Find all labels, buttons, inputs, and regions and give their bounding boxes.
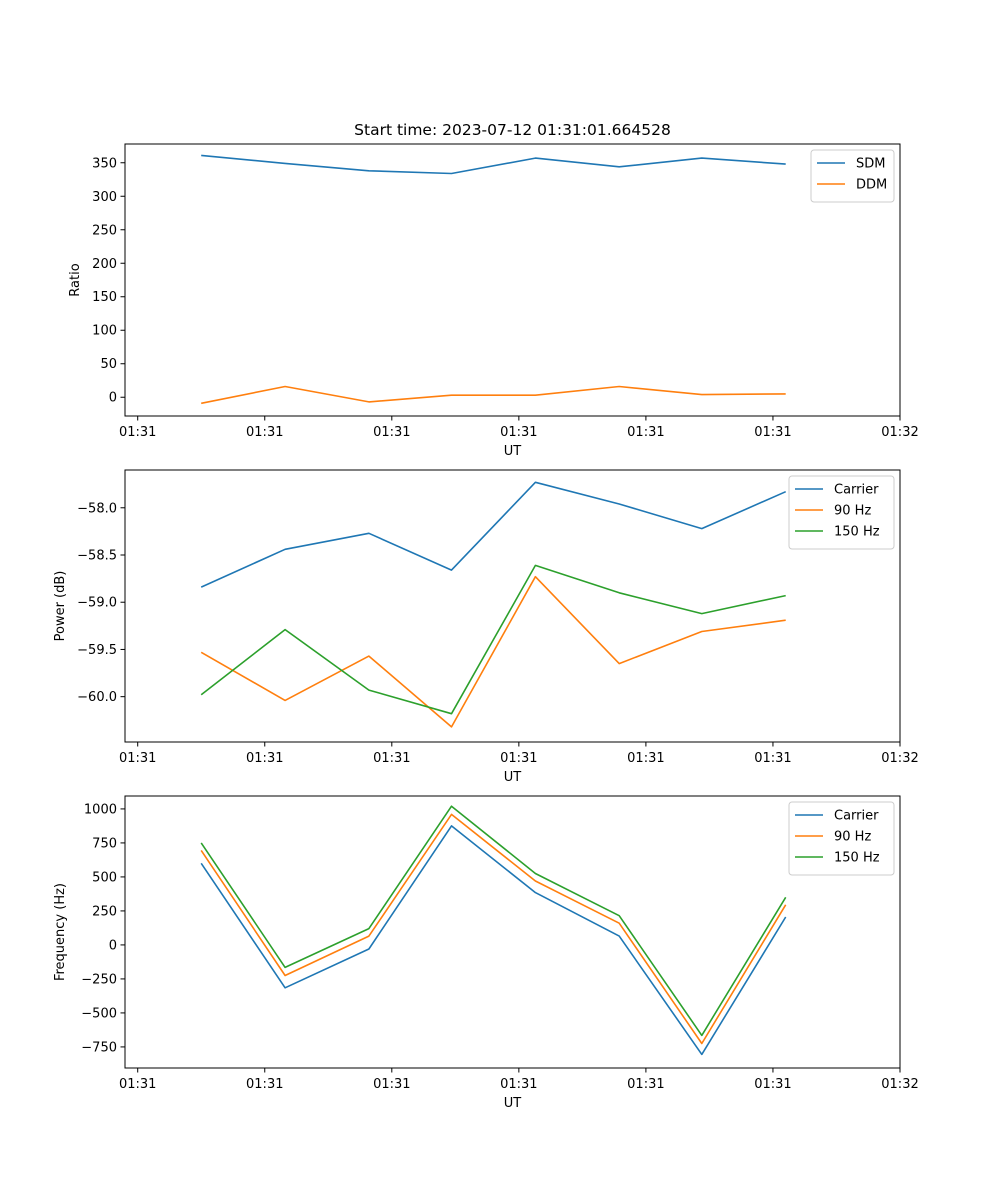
x-tick-label: 01:31 bbox=[246, 1077, 283, 1092]
axes-frame bbox=[124, 469, 901, 743]
y-tick-label: 250 bbox=[92, 223, 117, 238]
x-axis-label: UT bbox=[504, 770, 522, 785]
y-tick-label: −58.5 bbox=[77, 549, 117, 564]
x-tick-label: 01:31 bbox=[119, 751, 156, 766]
legend-label-90-hz: 90 Hz bbox=[834, 830, 871, 845]
y-tick-label: −59.0 bbox=[77, 596, 117, 611]
x-tick-label: 01:32 bbox=[881, 425, 918, 440]
x-tick-label: 01:31 bbox=[246, 751, 283, 766]
x-tick-label: 01:31 bbox=[119, 425, 156, 440]
x-tick-label: 01:31 bbox=[373, 1077, 410, 1092]
series-line-90-hz bbox=[200, 575, 786, 728]
y-tick-label: 750 bbox=[92, 836, 117, 851]
series-line-150-hz bbox=[200, 805, 787, 1037]
y-tick-label: 1000 bbox=[84, 802, 117, 817]
x-tick-label: 01:31 bbox=[500, 1077, 537, 1092]
axes-frame bbox=[124, 143, 901, 417]
series-line-ddm bbox=[201, 385, 786, 405]
x-tick-label: 01:31 bbox=[500, 751, 537, 766]
y-tick-label: −250 bbox=[81, 972, 117, 987]
legend: SDM DDM bbox=[810, 149, 895, 203]
power-panel: 01:31 01:31 01:31 01:31 01:31 01:31 01:32 −60.0… bbox=[53, 469, 919, 785]
x-tick-label: 01:31 bbox=[500, 425, 537, 440]
y-tick-label: 100 bbox=[92, 324, 117, 339]
x-tick-label: 01:31 bbox=[246, 425, 283, 440]
chart-title: Start time: 2023-07-12 01:31:01.664528 bbox=[354, 121, 671, 139]
x-tick-label: 01:31 bbox=[373, 751, 410, 766]
y-tick-label: −58.0 bbox=[77, 501, 117, 516]
series-line-90-hz bbox=[200, 813, 787, 1045]
y-tick-label: 250 bbox=[92, 904, 117, 919]
y-tick-label: 150 bbox=[92, 290, 117, 305]
axes-frame bbox=[124, 795, 901, 1069]
x-tick-label: 01:31 bbox=[119, 1077, 156, 1092]
ratio-panel: 01:31 01:31 01:31 01:31 01:31 01:31 01:32 0 50 10… bbox=[68, 143, 919, 459]
legend-label-sdm: SDM bbox=[856, 157, 885, 172]
y-tick-label: 500 bbox=[92, 870, 117, 885]
series-line-sdm bbox=[201, 154, 786, 175]
legend-label-carrier: Carrier bbox=[834, 483, 879, 498]
legend: Carrier 90 Hz 150 Hz bbox=[788, 801, 895, 876]
y-tick-label: 0 bbox=[109, 391, 117, 406]
y-tick-label: −750 bbox=[81, 1040, 117, 1055]
series-line-carrier bbox=[200, 481, 787, 588]
x-tick-label: 01:31 bbox=[754, 751, 791, 766]
frequency-panel: 01:31 01:31 01:31 01:31 01:31 01:31 01:32 −750 −… bbox=[53, 795, 919, 1111]
legend-label-150-hz: 150 Hz bbox=[834, 525, 880, 540]
x-axis-label: UT bbox=[504, 1096, 522, 1111]
y-tick-label: −60.0 bbox=[77, 690, 117, 705]
x-axis-label: UT bbox=[504, 444, 522, 459]
x-tick-label: 01:31 bbox=[373, 425, 410, 440]
y-axis-label: Ratio bbox=[68, 263, 83, 296]
y-axis-label: Power (dB) bbox=[53, 571, 68, 642]
y-tick-label: 200 bbox=[92, 257, 117, 272]
y-tick-label: 350 bbox=[92, 156, 117, 171]
legend-label-150-hz: 150 Hz bbox=[834, 851, 880, 866]
x-tick-label: 01:32 bbox=[881, 751, 918, 766]
series-line-150-hz bbox=[200, 564, 786, 715]
y-tick-label: 50 bbox=[100, 357, 117, 372]
x-tick-label: 01:31 bbox=[627, 751, 664, 766]
x-tick-label: 01:31 bbox=[754, 1077, 791, 1092]
legend-label-ddm: DDM bbox=[856, 178, 887, 193]
series-line-carrier bbox=[200, 825, 787, 1056]
legend: Carrier 90 Hz 150 Hz bbox=[788, 475, 895, 550]
x-tick-label: 01:31 bbox=[754, 425, 791, 440]
x-tick-label: 01:31 bbox=[627, 1077, 664, 1092]
y-tick-label: −59.5 bbox=[77, 643, 117, 658]
y-axis-label: Frequency (Hz) bbox=[53, 883, 68, 981]
x-tick-label: 01:31 bbox=[627, 425, 664, 440]
y-tick-label: −500 bbox=[81, 1006, 117, 1021]
legend-label-carrier: Carrier bbox=[834, 809, 879, 824]
x-tick-label: 01:32 bbox=[881, 1077, 918, 1092]
y-tick-label: 300 bbox=[92, 190, 117, 205]
y-tick-label: 0 bbox=[109, 938, 117, 953]
legend-label-90-hz: 90 Hz bbox=[834, 504, 871, 519]
